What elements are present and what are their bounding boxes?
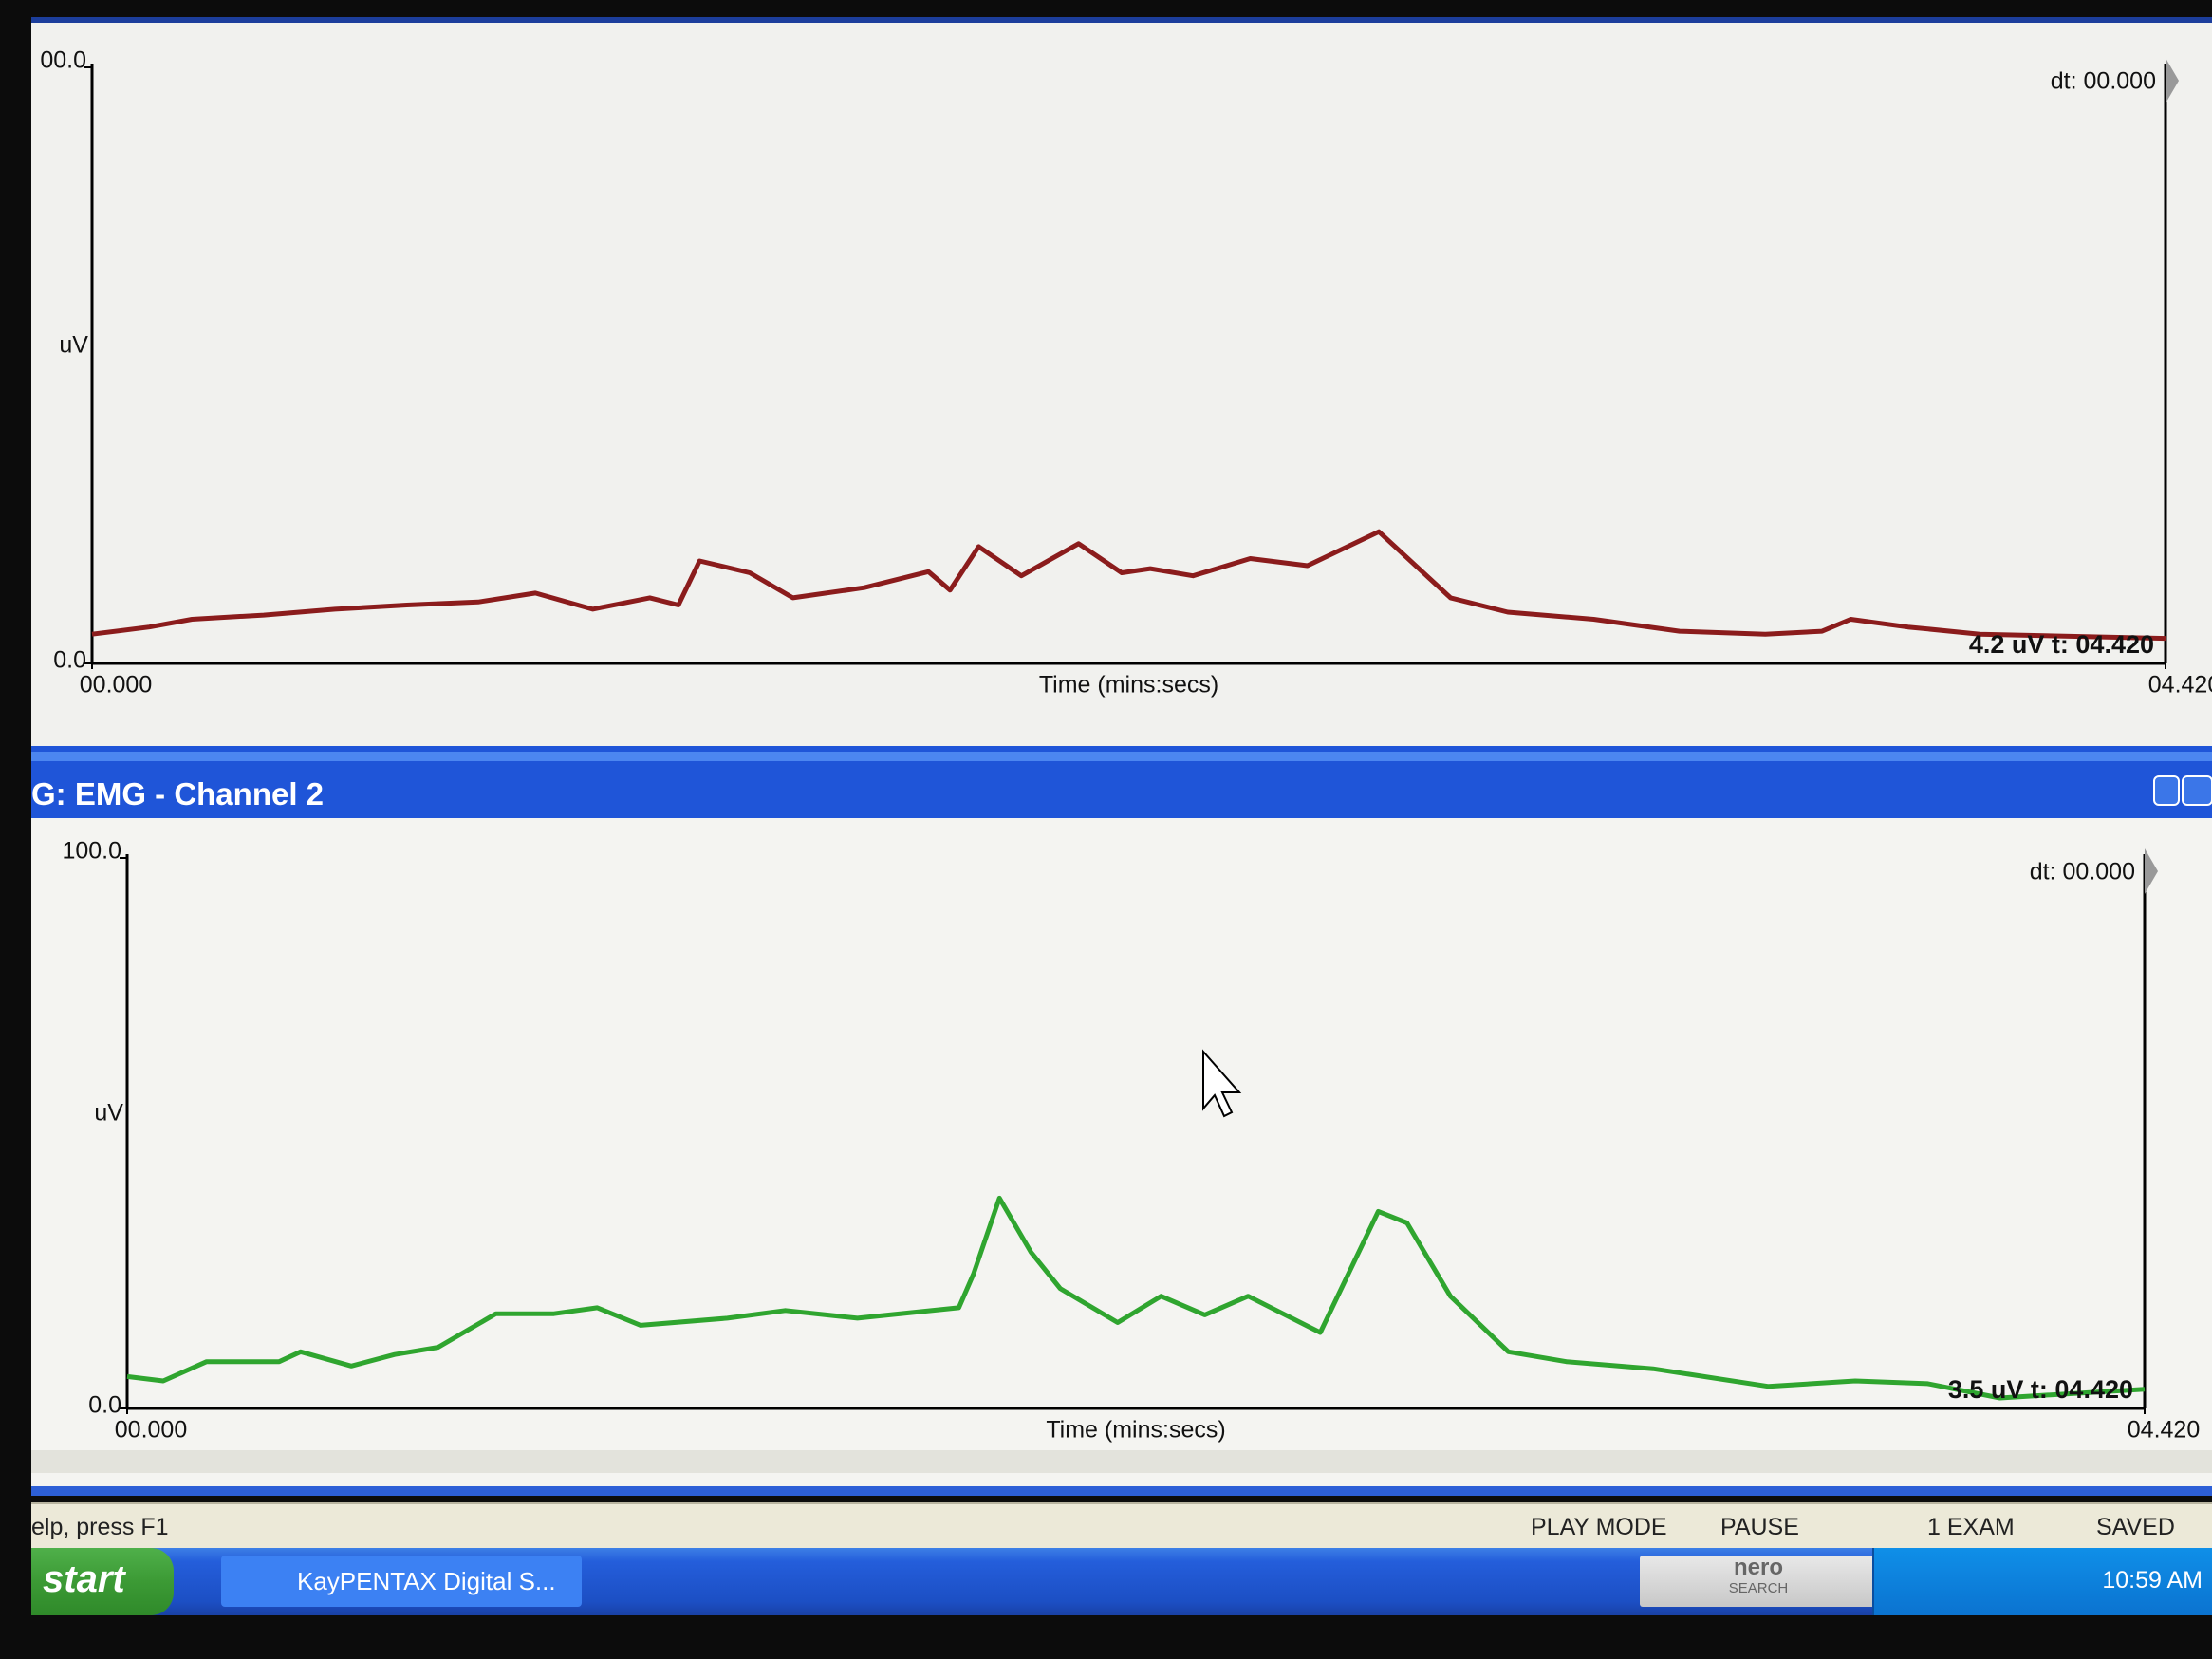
panel-top xyxy=(31,17,2212,752)
y-tick-label: 0.0 xyxy=(88,1392,121,1419)
y-tick-label: 0.0 xyxy=(53,647,86,674)
cursor-label: 4.2 uV t: 04.420 xyxy=(1969,630,2154,659)
restore-button[interactable] xyxy=(2182,775,2212,806)
x-tick-label: 00.000 xyxy=(115,1417,187,1444)
x-axis-label: Time (mins:secs) xyxy=(1046,1417,1225,1444)
minimize-button[interactable] xyxy=(2153,775,2180,806)
status-mode: PLAY MODE xyxy=(1531,1514,1667,1540)
dt-label: dt: 00.000 xyxy=(2030,859,2135,885)
panel-bottom xyxy=(31,818,2212,1488)
signal-line xyxy=(91,529,2166,642)
mouse-cursor xyxy=(1202,1049,1242,1118)
status-pause: PAUSE xyxy=(1720,1514,1799,1540)
title-bar-highlight xyxy=(31,752,2212,761)
frame-bottom xyxy=(31,1486,2212,1496)
y-axis-label: uV xyxy=(94,1100,123,1127)
y-tick-label: 00.0 xyxy=(40,47,86,74)
taskbar: start KayPENTAX Digital S... nero SEARCH… xyxy=(31,1548,2212,1615)
dt-marker xyxy=(2145,848,2158,894)
x-tick-label: 04.420 xyxy=(2148,672,2212,699)
x-axis-label: Time (mins:secs) xyxy=(1039,672,1218,699)
x-tick-label: 00.000 xyxy=(80,672,152,699)
y-tick-label: 100.0 xyxy=(62,838,121,865)
status-bar: elp, press F1 PLAY MODE PAUSE 1 EXAM SAV… xyxy=(31,1502,2212,1550)
window-title: G: EMG - Channel 2 xyxy=(31,776,324,811)
frame-top xyxy=(31,17,2212,23)
dt-label: dt: 00.000 xyxy=(2051,68,2156,95)
clock: 10:59 AM xyxy=(2102,1567,2203,1594)
status-help: elp, press F1 xyxy=(31,1514,169,1540)
app-window: G: EMG - Channel 2 0.0 00.0 00.000 04.420 Ti… xyxy=(31,17,2212,1496)
nero-sub: SEARCH xyxy=(1728,1580,1789,1596)
scrollbar[interactable] xyxy=(31,1450,2212,1473)
signal-line xyxy=(126,1195,2146,1401)
status-exam: 1 EXAM xyxy=(1927,1514,2015,1540)
system-tray: 10:59 AM xyxy=(1872,1548,2212,1615)
start-button[interactable]: start xyxy=(31,1548,174,1615)
nero-logo: nero xyxy=(1733,1555,1783,1580)
status-saved: SAVED xyxy=(2096,1514,2175,1540)
x-tick-label: 04.420 xyxy=(2128,1417,2200,1444)
task-button[interactable]: KayPENTAX Digital S... xyxy=(221,1556,582,1607)
y-axis-label: uV xyxy=(59,332,88,359)
dt-marker xyxy=(2166,58,2179,103)
cursor-label: 3.5 uV t: 04.420 xyxy=(1948,1375,2133,1404)
nero-search[interactable]: nero SEARCH xyxy=(1640,1556,1877,1607)
